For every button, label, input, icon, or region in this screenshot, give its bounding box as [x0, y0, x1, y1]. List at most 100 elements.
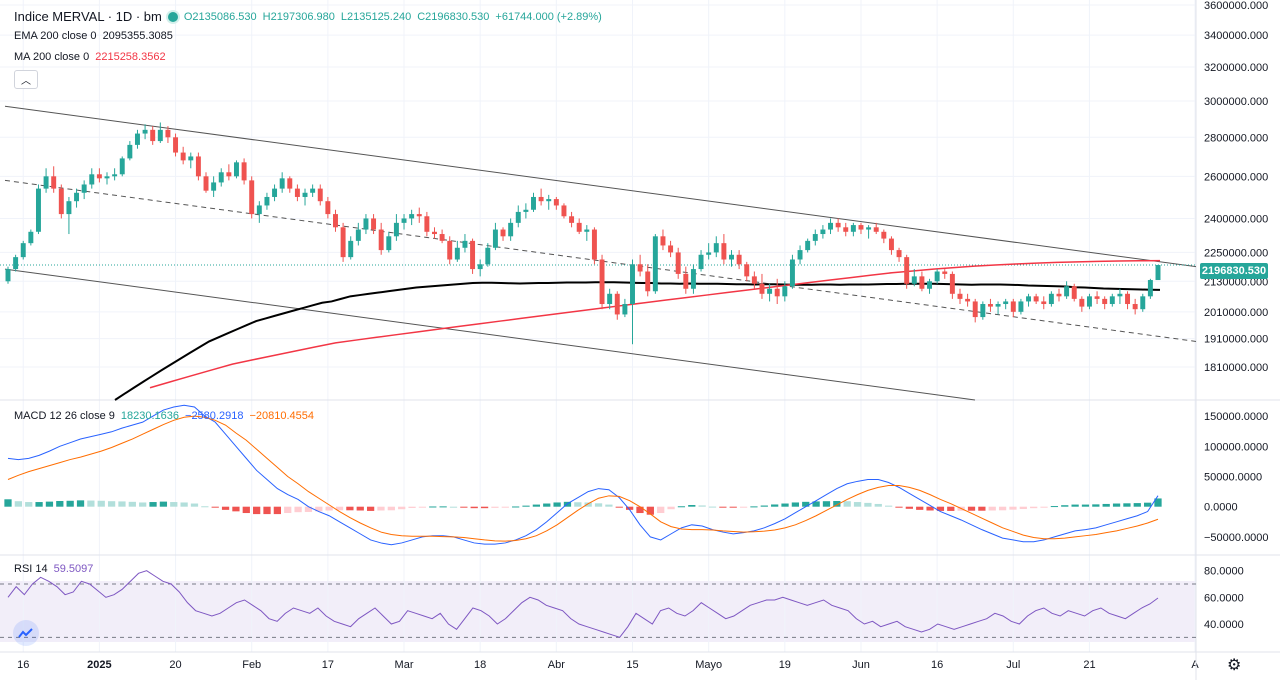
candle-body	[1155, 265, 1161, 281]
candle-body	[850, 225, 856, 232]
candle-body	[74, 192, 80, 202]
time-tick-label: Mayo	[695, 659, 722, 671]
macd-histogram-bar	[636, 506, 644, 514]
candle-body	[1033, 296, 1039, 302]
candle-body	[401, 218, 407, 223]
macd-histogram-bar	[25, 502, 33, 507]
candle-body	[454, 247, 460, 260]
candle-body	[904, 257, 910, 284]
candle-body	[995, 304, 1001, 307]
candle-body	[927, 281, 932, 289]
change-value: +61744.000 (+2.89%)	[495, 10, 602, 23]
candle-body	[576, 222, 582, 232]
macd-histogram-bar	[905, 506, 913, 509]
time-tick-label: Jul	[1006, 659, 1020, 671]
macd-histogram-bar	[760, 505, 768, 507]
macd-histogram-bar	[87, 500, 95, 507]
candle-body	[987, 304, 993, 307]
time-tick-label: A	[1191, 659, 1199, 671]
candle-body	[546, 199, 552, 202]
candle-body	[302, 192, 308, 197]
ema200-line	[114, 281, 1161, 401]
macd-histogram-bar	[522, 505, 530, 507]
price-tick-label: 3400000.000	[1204, 30, 1268, 42]
candle-body	[157, 129, 163, 142]
candle-body	[591, 229, 597, 260]
time-tick-label: Mar	[395, 659, 414, 671]
candle-body	[1071, 286, 1077, 299]
candle-body	[1117, 293, 1123, 297]
price-tick-label: 3000000.000	[1204, 96, 1268, 108]
macd-signal-line	[7, 415, 1159, 542]
macd-histogram-bar	[988, 506, 996, 511]
candle-body	[1003, 301, 1009, 305]
macd-histogram-bar	[978, 506, 986, 511]
time-tick-label: Feb	[242, 659, 261, 671]
candle-body	[805, 240, 811, 251]
macd-histogram-bar	[149, 502, 157, 507]
candle-body	[1109, 296, 1115, 305]
macd-histogram-bar	[294, 506, 302, 513]
macd-histogram-bar	[574, 502, 582, 507]
ma-value: 2215258.3562	[95, 51, 166, 63]
candle-body	[1140, 296, 1146, 310]
macd-histogram-bar	[1071, 504, 1079, 507]
macd-histogram-bar	[1112, 503, 1121, 507]
candle-body	[393, 222, 399, 237]
macd-histogram-bar	[14, 501, 22, 507]
candle-body	[119, 158, 125, 175]
macd-histogram-bar	[874, 503, 882, 507]
macd-histogram-bar	[480, 506, 489, 509]
candle-body	[310, 188, 316, 193]
candle-body	[713, 243, 719, 253]
candle-body	[515, 211, 521, 223]
macd-histogram-bar	[729, 506, 737, 508]
collapse-legend-button[interactable]: ︿	[14, 70, 38, 89]
candle-body	[333, 214, 338, 228]
macd-histogram-bar	[967, 506, 976, 511]
close-value: C2196830.530	[417, 10, 490, 23]
candle-body	[1102, 298, 1108, 305]
rsi-tick-label: 60.0000	[1204, 592, 1244, 604]
candle-body	[96, 174, 102, 179]
macd-histogram-bar	[719, 506, 727, 508]
ema-legend[interactable]: EMA 200 close 0 2095355.3085	[14, 30, 173, 42]
candle-body	[1125, 293, 1131, 305]
candle-body	[416, 214, 422, 217]
macd-label: MACD 12 26 close 9	[14, 410, 115, 422]
ma-legend[interactable]: MA 200 close 0 2215258.3562	[14, 51, 166, 63]
candle-body	[980, 304, 986, 318]
macd-legend[interactable]: MACD 12 26 close 9 18230.1636 −2580.2918…	[14, 410, 314, 422]
symbol-title[interactable]: Indice MERVAL · 1D · bm	[14, 9, 162, 24]
macd-histogram-bar	[750, 506, 758, 508]
macd-histogram-bar	[1123, 503, 1131, 507]
tradingview-logo-icon[interactable]	[13, 620, 39, 646]
candle-body	[409, 214, 415, 219]
macd-histogram-bar	[408, 506, 416, 508]
candle-body	[500, 229, 506, 237]
candle-body	[561, 205, 567, 217]
candle-body	[1094, 296, 1100, 299]
macd-tick-label: 0.0000	[1204, 502, 1238, 514]
time-tick-label: 16	[931, 659, 943, 671]
rsi-legend[interactable]: RSI 14 59.5097	[14, 563, 93, 575]
macd-histogram-bar	[232, 506, 240, 512]
candle-body	[241, 162, 247, 181]
price-tick-label: 1810000.000	[1204, 362, 1268, 374]
macd-histogram-bar	[853, 502, 862, 507]
time-tick-label: 19	[779, 659, 791, 671]
macd-histogram-bar	[253, 506, 261, 515]
candle-body	[1079, 298, 1085, 307]
candle-body	[1041, 301, 1047, 305]
candle-body	[1048, 293, 1054, 305]
candle-body	[949, 273, 955, 294]
macd-histogram-bar	[895, 506, 903, 508]
macd-histogram-bar	[366, 506, 375, 511]
price-tick-label: 2400000.000	[1204, 213, 1268, 225]
macd-histogram-bar	[1081, 504, 1090, 507]
candle-body	[355, 229, 361, 241]
macd-histogram-bar	[1102, 503, 1110, 507]
macd-histogram-bar	[56, 500, 64, 507]
gear-icon[interactable]: ⚙	[1227, 657, 1242, 674]
